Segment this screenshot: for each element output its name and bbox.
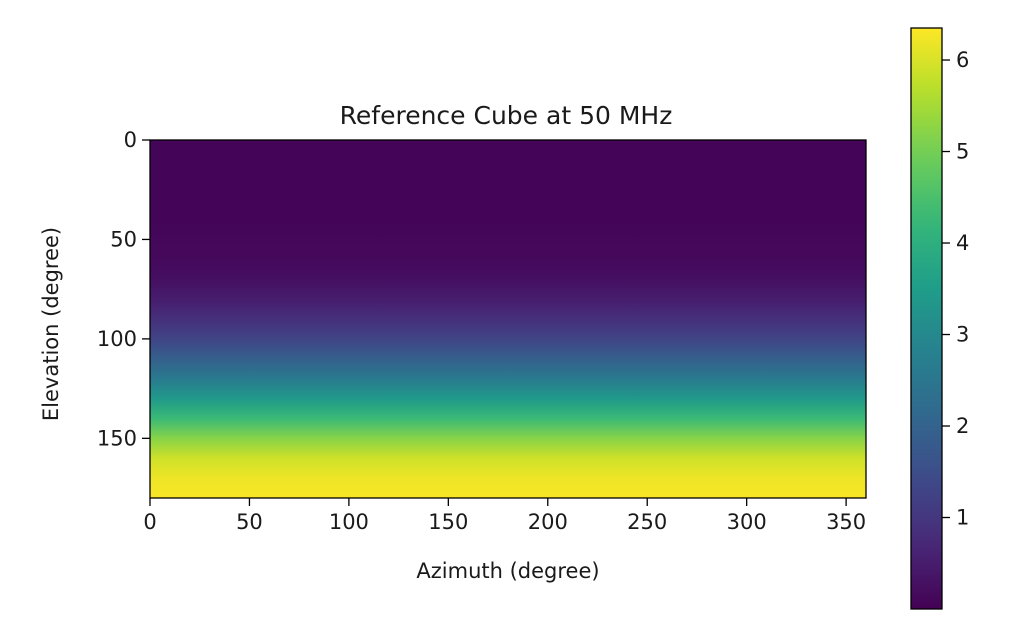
colorbar-tick-label: 1: [956, 506, 969, 530]
colorbar-tick-label: 3: [956, 323, 969, 347]
colorbar: [911, 28, 942, 609]
x-tick-label: 150: [428, 510, 468, 534]
x-tick-label: 250: [627, 510, 667, 534]
colorbar-tick-label: 2: [956, 414, 969, 438]
x-tick-label: 350: [826, 510, 866, 534]
x-tick-label: 100: [329, 510, 369, 534]
colorbar-tick-label: 5: [956, 140, 969, 164]
heatmap-image: [150, 140, 866, 498]
x-axis: 0 50 100 150 200 250 300 350: [143, 498, 866, 534]
colorbar-axis: 1 2 3 4 5 6: [942, 48, 969, 530]
colorbar-frame: [910, 27, 943, 610]
colorbar-tick-label: 6: [956, 48, 969, 72]
y-tick-label: 150: [97, 426, 137, 450]
y-tick-label: 0: [124, 128, 137, 152]
x-axis-label: Azimuth (degree): [416, 559, 599, 583]
y-axis-label: Elevation (degree): [39, 227, 63, 421]
y-axis: 0 50 100 150: [97, 128, 150, 450]
colorbar-tick-label: 4: [956, 231, 969, 255]
y-tick-label: 100: [97, 327, 137, 351]
chart-title: Reference Cube at 50 MHz: [340, 101, 673, 130]
x-tick-label: 300: [727, 510, 767, 534]
plot-frame: [149, 139, 867, 499]
x-tick-label: 200: [528, 510, 568, 534]
x-tick-label: 50: [236, 510, 263, 534]
x-tick-label: 0: [143, 510, 156, 534]
y-tick-label: 50: [110, 227, 137, 251]
